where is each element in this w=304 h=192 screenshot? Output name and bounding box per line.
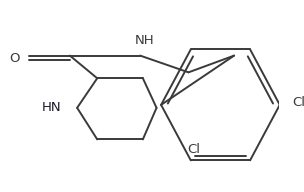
Text: HN: HN: [42, 101, 61, 114]
Text: O: O: [9, 52, 19, 65]
Text: Cl: Cl: [187, 143, 200, 156]
Text: NH: NH: [135, 34, 154, 47]
Text: Cl: Cl: [293, 96, 304, 109]
